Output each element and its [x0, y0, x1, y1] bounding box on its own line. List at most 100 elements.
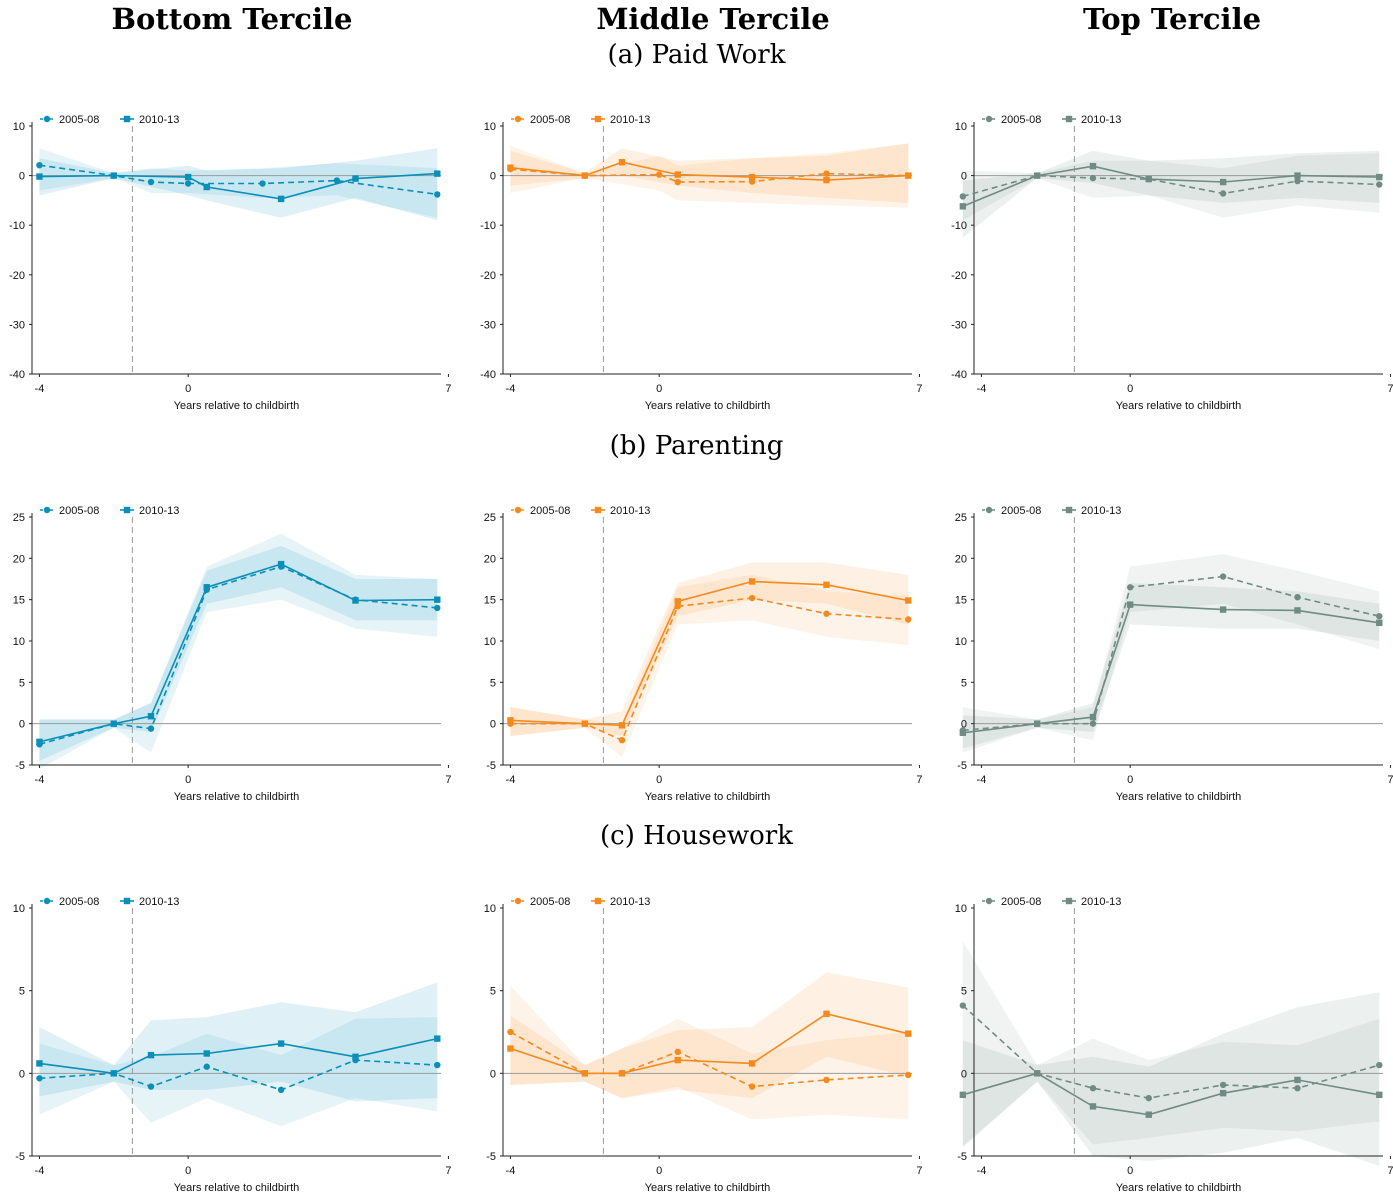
data-point: [36, 738, 43, 746]
chart-paid-work-top: 10 0 -10 -20 -30 -40 -4 0 7 Years relative to chi…: [942, 108, 1393, 416]
y-tick-label: 10: [955, 121, 967, 133]
legend-marker: [123, 506, 131, 514]
legend-label: 2010-13: [139, 114, 179, 126]
legend-label: 2005-08: [1001, 505, 1041, 517]
y-tick-label: 15: [484, 595, 496, 607]
x-tick-label: 7: [445, 1165, 451, 1177]
x-tick-label: 7: [916, 1165, 922, 1177]
y-tick-label: 25: [955, 512, 967, 524]
y-tick-label: 5: [961, 986, 967, 998]
x-tick-label: -4: [506, 1165, 516, 1177]
ci-band-2010-13: [962, 583, 1380, 749]
data-point: [823, 1010, 830, 1018]
ci-band-2010-13: [510, 562, 909, 737]
data-point: [1294, 607, 1301, 614]
data-point: [277, 1040, 285, 1047]
x-tick-label: -4: [35, 774, 45, 786]
y-tick-label: 25: [13, 512, 25, 524]
x-tick-label: 7: [445, 774, 451, 786]
y-tick-label: -20: [9, 270, 25, 282]
data-point: [823, 170, 830, 177]
legend-label: 2005-08: [59, 505, 99, 517]
y-tick-label: 5: [490, 986, 496, 998]
legend-label: 2005-08: [530, 896, 570, 908]
data-point: [1294, 172, 1301, 179]
data-point: [110, 720, 117, 727]
y-tick-label: 0: [19, 171, 25, 183]
x-tick-label: 7: [1387, 383, 1393, 395]
data-point: [434, 1035, 441, 1042]
data-point: [277, 195, 285, 203]
data-point: [259, 180, 266, 187]
x-axis-label: Years relative to childbirth: [1116, 1182, 1242, 1194]
data-point: [1126, 584, 1134, 591]
y-tick-label: -5: [957, 760, 967, 772]
legend-marker: [594, 897, 602, 905]
chart-svg: 10 5 0 -5 -4 0 7 Years relative to childbirth 20…: [955, 896, 1393, 1194]
data-point: [1294, 177, 1301, 185]
legend-marker: [43, 897, 51, 905]
data-point: [1219, 1081, 1227, 1089]
data-point: [1219, 606, 1227, 613]
data-point: [352, 597, 359, 604]
data-point: [674, 178, 681, 186]
chart-parenting-middle: 25 20 15 10 5 0 -5 -4 0 7 Years relative to childb…: [471, 499, 923, 807]
data-point: [434, 170, 441, 177]
data-point: [748, 1083, 756, 1090]
y-tick-label: 0: [961, 1068, 967, 1080]
data-point: [1126, 601, 1134, 608]
x-tick-label: 7: [1387, 774, 1393, 786]
chart-housework-bottom: 10 5 0 -5 -4 0 7 Years relative to childbirth 20…: [0, 890, 452, 1198]
data-point: [1145, 1094, 1152, 1102]
x-tick-label: 7: [1387, 1165, 1393, 1177]
data-point: [1376, 619, 1383, 627]
chart-svg: 25 20 15 10 5 0 -5 -4 0 7 Years relative to childb…: [13, 505, 452, 803]
chart-paid-work-middle: 10 0 -10 -20 -30 -40 -4 0 7 Years relative to chi…: [471, 108, 922, 416]
y-tick-label: 10: [13, 121, 25, 133]
section-title-paid-work: (a) Paid Work: [607, 40, 786, 70]
data-point: [823, 581, 830, 588]
x-axis-label: Years relative to childbirth: [645, 1182, 771, 1194]
y-tick-label: -5: [15, 760, 25, 772]
x-tick-label: -4: [35, 383, 45, 395]
data-point: [203, 1050, 210, 1057]
ci-band-2010-13: [510, 143, 909, 203]
chart-housework-top: 10 5 0 -5 -4 0 7 Years relative to childbirth 20…: [942, 890, 1393, 1198]
y-tick-label: -20: [951, 270, 967, 282]
chart-svg: 10 5 0 -5 -4 0 7 Years relative to childbirth 20…: [484, 896, 923, 1194]
data-point: [1294, 1085, 1301, 1092]
data-point: [905, 616, 912, 623]
legend-label: 2005-08: [1001, 114, 1041, 126]
x-tick-label: 0: [185, 774, 191, 786]
data-point: [905, 1030, 912, 1037]
x-tick-label: -4: [35, 1165, 45, 1177]
y-tick-label: 5: [961, 677, 967, 689]
y-tick-label: -20: [480, 270, 496, 282]
data-point: [277, 560, 285, 568]
x-axis-label: Years relative to childbirth: [645, 791, 771, 803]
ci-band-2005-08: [39, 1017, 438, 1127]
data-point: [674, 598, 681, 605]
y-tick-label: -5: [957, 1151, 967, 1163]
legend-label: 2010-13: [610, 114, 650, 126]
legend-label: 2005-08: [530, 114, 570, 126]
chart-svg: 10 5 0 -5 -4 0 7 Years relative to childbirth 20…: [13, 896, 452, 1194]
data-point: [147, 725, 155, 732]
legend-marker: [594, 115, 602, 123]
section-title-housework: (c) Housework: [599, 821, 793, 851]
data-point: [110, 1070, 117, 1077]
ci-band-2010-13: [510, 972, 909, 1099]
legend-label: 2010-13: [1081, 505, 1121, 517]
legend-marker: [1065, 506, 1073, 514]
y-tick-label: 0: [490, 171, 496, 183]
legend-marker: [1065, 897, 1073, 905]
x-axis-label: Years relative to childbirth: [645, 400, 771, 412]
y-tick-label: 0: [490, 1068, 496, 1080]
legend-marker: [985, 506, 993, 514]
data-point: [203, 584, 210, 591]
data-point: [203, 1063, 210, 1070]
data-point: [1089, 1085, 1097, 1092]
y-tick-label: 0: [961, 171, 967, 183]
data-point: [674, 1048, 681, 1056]
chart-svg: 25 20 15 10 5 0 -5 -4 0 7 Years relative to childb…: [955, 505, 1393, 803]
